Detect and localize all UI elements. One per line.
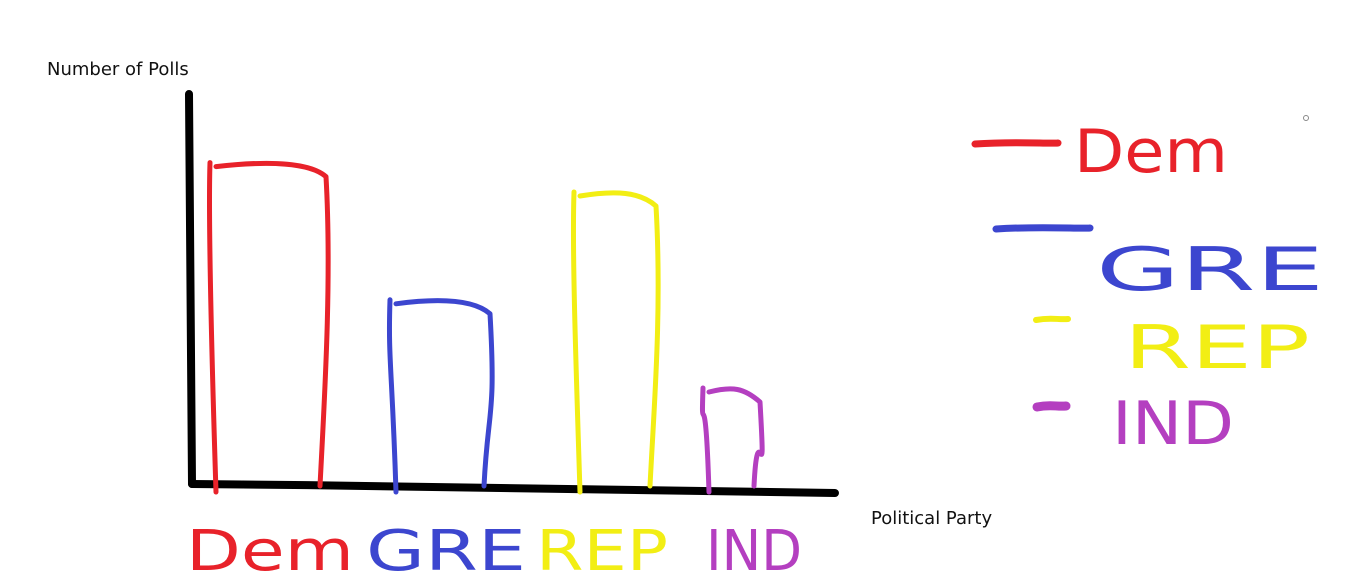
bars-group (206, 160, 765, 495)
bar-rep (570, 189, 661, 495)
legend-label-rep: REP (1124, 313, 1310, 383)
category-label-gre: GRE (366, 519, 526, 580)
legend-swatch-dem (971, 139, 1062, 148)
category-label-dem: Dem (186, 519, 354, 580)
bar-dem (206, 160, 331, 495)
bar-gre (386, 297, 495, 495)
legend-label-dem: Dem (1074, 117, 1228, 187)
category-labels: Dem GRE REP IND (186, 519, 802, 580)
legend-swatch-rep (1033, 315, 1071, 323)
legend-label-gre: GRE (1096, 235, 1324, 305)
legend-swatch-ind (1032, 401, 1071, 412)
legend-label-ind: IND (1112, 389, 1234, 459)
category-label-ind: IND (706, 519, 802, 580)
category-label-rep: REP (536, 519, 668, 580)
x-axis-line (188, 480, 839, 497)
stray-dot (1303, 115, 1309, 121)
legend-swatch-gre (992, 224, 1094, 233)
bar-ind (699, 385, 765, 495)
x-axis-title: Political Party (871, 508, 992, 529)
y-axis-title: Number of Polls (47, 59, 189, 80)
y-axis-line (185, 90, 196, 488)
